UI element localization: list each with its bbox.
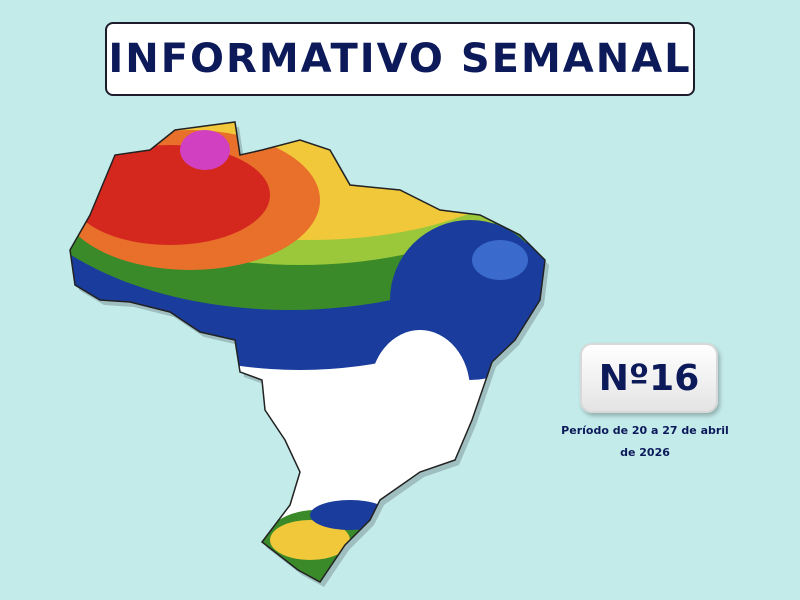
period: Período de 20 a 27 de abril de 2026 xyxy=(561,424,729,459)
issue-box: Nº16 xyxy=(580,343,718,413)
title-box: INFORMATIVO SEMANAL xyxy=(105,22,695,96)
issue-number: Nº16 xyxy=(598,357,700,399)
map-outline xyxy=(69,121,546,583)
title: INFORMATIVO SEMANAL xyxy=(108,36,692,82)
